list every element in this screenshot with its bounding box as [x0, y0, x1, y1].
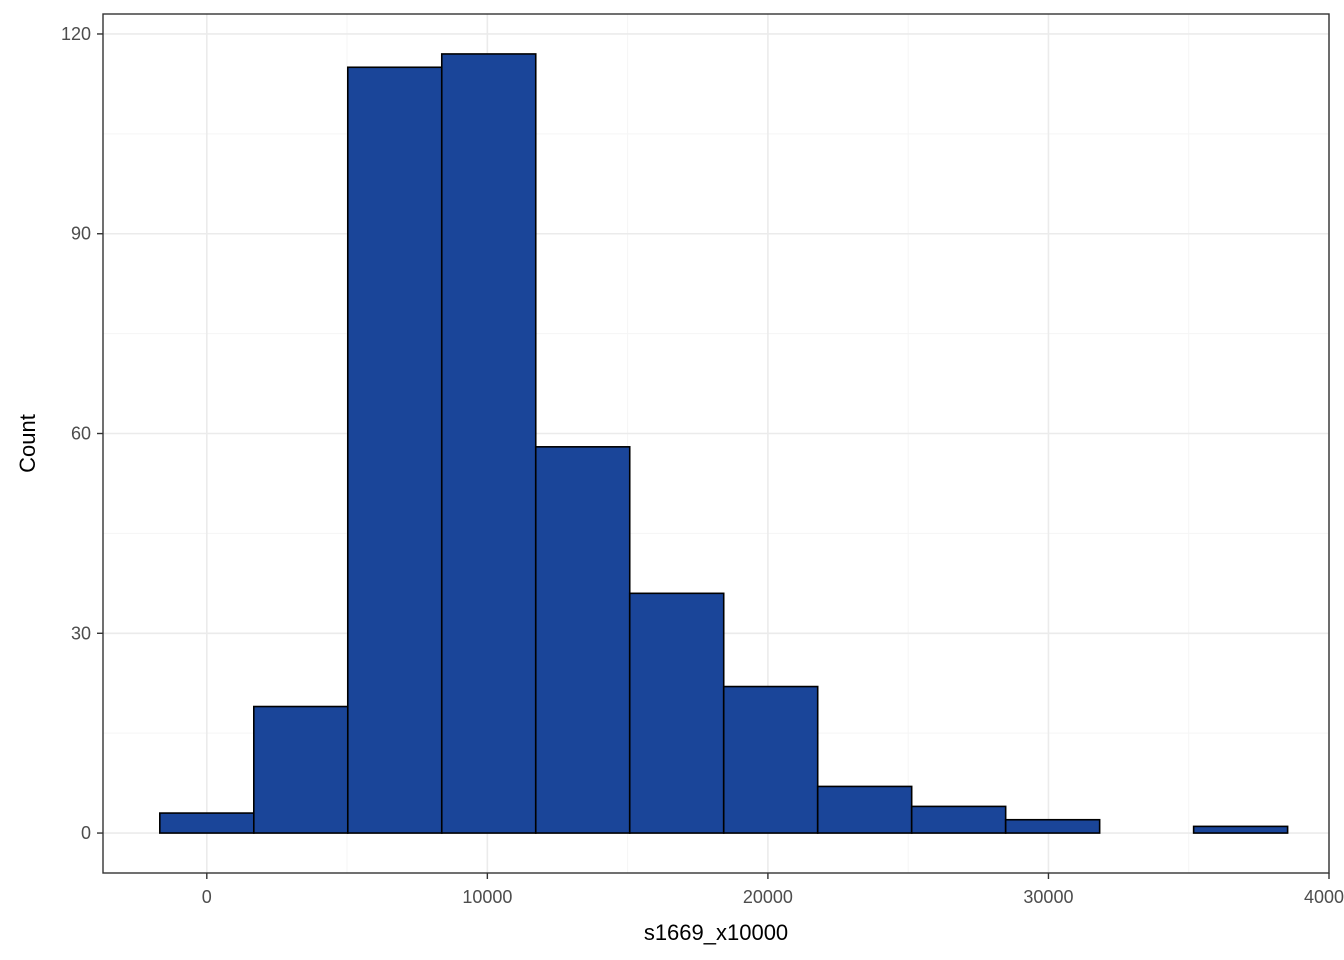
histogram-bar [1192, 825, 1289, 834]
x-axis-title: s1669_x10000 [644, 920, 788, 945]
y-tick-label: 90 [71, 224, 91, 244]
histogram-bar [534, 446, 631, 834]
y-axis: 0 30 60 90 120 [61, 24, 103, 843]
histogram-bar [159, 812, 255, 834]
y-tick-label: 60 [71, 424, 91, 444]
y-tick-label: 120 [61, 24, 91, 44]
histogram-bar [440, 53, 537, 834]
x-tick-label: 20000 [743, 887, 793, 907]
panel-border [102, 13, 1330, 874]
histogram-bar [816, 785, 913, 834]
y-axis-title: Count [15, 414, 40, 473]
histogram-bar [252, 705, 349, 834]
histogram-bar [910, 805, 1007, 834]
histogram-bar [1004, 818, 1101, 834]
x-tick-label: 0 [202, 887, 212, 907]
y-tick-label: 0 [81, 823, 91, 843]
histogram-bar [628, 592, 725, 834]
histogram-bar [722, 685, 819, 834]
histogram-bar [346, 66, 443, 834]
histogram-bars [159, 53, 1289, 834]
x-tick-label: 10000 [462, 887, 512, 907]
y-tick-label: 30 [71, 623, 91, 643]
x-tick-label: 30000 [1023, 887, 1073, 907]
